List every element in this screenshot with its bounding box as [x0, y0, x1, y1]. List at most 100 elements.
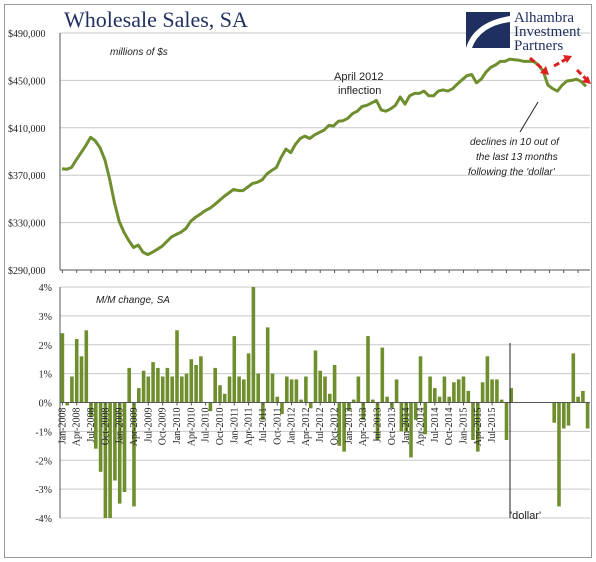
- mm-change-bar: [371, 399, 375, 403]
- mm-change-bar: [571, 353, 576, 403]
- mm-change-bar: [581, 390, 585, 403]
- red-arrow-1-icon: [529, 56, 546, 73]
- bottom-y-tick-label: 2%: [39, 341, 52, 352]
- bottom-x-tick-label: Jan-2010: [172, 408, 183, 445]
- mm-change-bar: [347, 402, 351, 412]
- mm-change-bar: [308, 402, 313, 409]
- mm-change-bar: [208, 402, 213, 412]
- top-panel-y-ticks: $290,000 $330,000 $370,000 $410,000 $450,000…: [8, 29, 46, 277]
- mm-change-bar: [375, 402, 380, 440]
- top-y-tick-label: $290,000: [8, 266, 46, 277]
- mm-change-bar: [160, 376, 165, 403]
- mm-change-bar: [409, 402, 413, 458]
- bottom-x-tick-label: Jul-2009: [143, 408, 154, 443]
- mm-change-bar: [351, 399, 356, 403]
- mm-change-bar: [480, 382, 485, 403]
- bottom-x-tick-label: Oct-2008: [100, 408, 111, 446]
- bottom-x-tick-label: Jan-2015: [459, 408, 470, 445]
- mm-change-bar: [461, 376, 466, 403]
- bottom-x-tick-label: Oct-2009: [158, 408, 169, 446]
- mm-change-bar: [74, 339, 79, 403]
- red-arrow-2-head-icon: [563, 55, 572, 63]
- mm-change-bar: [175, 330, 179, 403]
- mm-change-bar: [294, 379, 299, 403]
- mm-change-bar: [280, 402, 284, 415]
- decline-arrows: [529, 55, 591, 84]
- mm-change-bar: [170, 376, 174, 403]
- top-y-tick-label: $410,000: [8, 124, 46, 135]
- bottom-panel-y-ticks: -4% -3% -2% -1% 0% 1% 2% 3% 4%: [35, 283, 52, 525]
- mm-change-bar: [566, 402, 571, 426]
- mm-change-bar: [332, 365, 337, 403]
- inflection-annotation-line-1: April 2012: [334, 71, 384, 83]
- mm-change-bar: [437, 396, 442, 403]
- mm-change-bar: [499, 399, 504, 403]
- top-y-tick-label: $330,000: [8, 219, 46, 230]
- mm-change-bar: [456, 379, 461, 403]
- mm-change-bar: [466, 390, 471, 403]
- mm-change-bar: [213, 367, 217, 403]
- red-arrow-1-head-icon: [540, 66, 549, 75]
- mm-change-bar: [413, 402, 418, 420]
- mm-change-bar: [404, 402, 408, 432]
- mm-change-bar: [471, 402, 475, 440]
- mm-change-bar: [237, 376, 241, 403]
- mm-change-bar: [242, 379, 246, 403]
- mm-change-bar: [98, 402, 103, 472]
- mm-change-bar: [433, 388, 437, 403]
- mm-change-bar: [270, 373, 275, 403]
- bottom-x-tick-label: Jul-2015: [487, 408, 498, 443]
- mm-change-bar: [361, 402, 365, 420]
- mm-change-bar: [385, 396, 389, 403]
- chart-title: Wholesale Sales, SA: [64, 7, 248, 32]
- bottom-panel-title: M/M change, SA: [96, 295, 170, 306]
- bottom-y-tick-label: -3%: [35, 485, 52, 496]
- mm-change-bar: [180, 376, 184, 403]
- bottom-x-tick-label: Jul-2012: [315, 408, 326, 443]
- bottom-x-tick-label: Jan-2011: [229, 408, 240, 444]
- bottom-x-tick-label: Jul-2008: [86, 408, 97, 443]
- mm-change-bar: [70, 376, 74, 403]
- declines-annotation-line-3: following the 'dollar': [468, 167, 556, 178]
- mm-change-bars: [60, 287, 590, 518]
- bottom-x-tick-label: Oct-2010: [215, 408, 226, 446]
- declines-pointer-line: [519, 101, 539, 133]
- mm-change-bar: [256, 373, 260, 403]
- mm-change-bar: [65, 402, 69, 406]
- mm-change-bar: [509, 388, 513, 403]
- declines-annotation-line-2: the last 13 months: [476, 152, 558, 163]
- bottom-x-tick-label: Apr-2008: [72, 408, 83, 447]
- bottom-x-tick-label: Jan-2013: [344, 408, 355, 445]
- logo-line-3: Partners: [514, 38, 563, 54]
- mm-change-bar: [428, 376, 432, 403]
- mm-change-bar: [576, 396, 580, 403]
- bottom-x-tick-label: Jan-2014: [401, 408, 412, 445]
- red-arrow-3-head-icon: [582, 76, 591, 84]
- bottom-y-tick-label: -2%: [35, 456, 52, 467]
- mm-change-bar: [447, 396, 451, 403]
- mm-change-bar: [103, 402, 108, 518]
- logo-swoosh-icon: [466, 16, 510, 48]
- mm-change-bar: [113, 402, 117, 481]
- bottom-x-tick-label: Jul-2014: [430, 408, 441, 443]
- mm-change-bar: [246, 353, 251, 403]
- logo-line-2: Investment: [514, 24, 581, 40]
- bottom-x-tick-label: Apr-2015: [473, 408, 484, 447]
- mm-change-bar: [442, 376, 447, 403]
- bottom-x-tick-label: Apr-2011: [244, 408, 255, 446]
- mm-change-bar: [337, 402, 342, 446]
- bottom-x-tick-label: Jan-2008: [57, 408, 68, 445]
- declines-annotation-line-1: declines in 10 out of: [470, 137, 560, 148]
- mm-change-bar: [165, 367, 170, 403]
- mm-change-bar: [285, 376, 289, 403]
- bottom-y-tick-label: 1%: [39, 370, 52, 381]
- bottom-x-tick-label: Jul-2011: [258, 408, 269, 443]
- mm-change-bar: [184, 373, 189, 403]
- mm-change-bar: [380, 347, 385, 403]
- mm-change-bar: [585, 402, 590, 429]
- mm-change-bar: [418, 356, 423, 403]
- mm-change-bar: [84, 330, 89, 403]
- bottom-panel-x-ticks: Jan-2008 Apr-2008 Jul-2008 Oct-2008 Jan-2009…: [57, 402, 498, 447]
- mm-change-bar: [194, 365, 198, 403]
- mm-change-bar: [504, 402, 509, 440]
